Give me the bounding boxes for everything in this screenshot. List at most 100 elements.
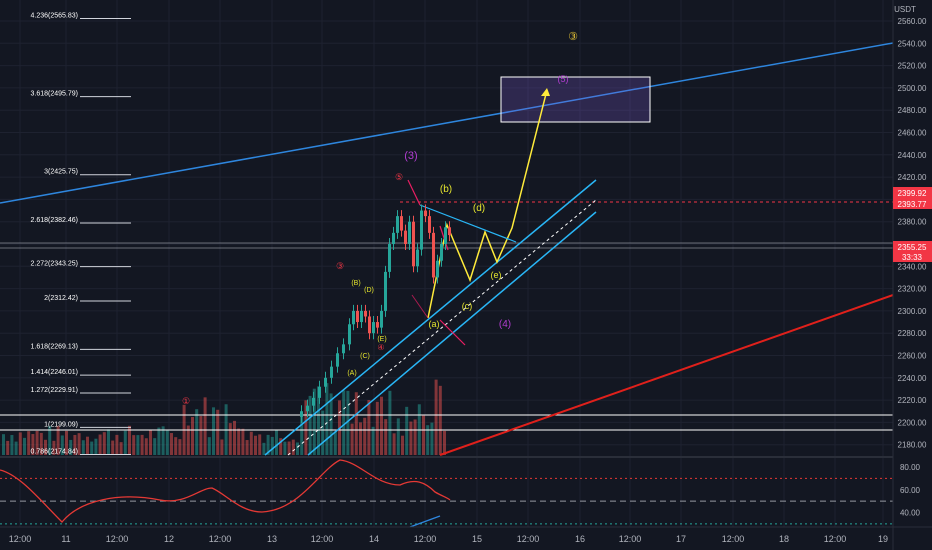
price-badge — [893, 241, 932, 252]
volume-bar — [48, 426, 52, 455]
volume-bar — [199, 416, 203, 455]
wave-label: (4) — [499, 319, 511, 330]
volume-bar — [375, 401, 379, 455]
projection-path — [427, 89, 548, 319]
time-tick-label: 12:00 — [517, 534, 540, 544]
volume-bar — [107, 429, 110, 455]
volume-bar — [174, 437, 178, 455]
price-tick-label: 2340.00 — [898, 262, 927, 271]
volume-bar — [388, 390, 392, 455]
candle-body — [348, 324, 351, 345]
volume-bar — [132, 435, 136, 455]
channel-line — [307, 211, 597, 456]
volume-bar — [165, 429, 169, 455]
volume-bar — [233, 420, 236, 455]
time-tick-label: 12:00 — [722, 534, 745, 544]
time-tick-label: 12:00 — [414, 534, 437, 544]
volume-bar — [207, 437, 211, 455]
candle-body — [416, 249, 419, 267]
time-tick-label: 19 — [878, 534, 888, 544]
wave-label: (C) — [360, 353, 370, 360]
price-tick-label: 2500.00 — [898, 84, 927, 93]
volume-bar — [350, 423, 354, 455]
price-badge-label: 2355.25 — [898, 243, 927, 252]
fib-level-label: 3.618(2495.79) — [31, 91, 78, 98]
pink-marker — [439, 319, 466, 346]
volume-bar — [258, 434, 262, 455]
wave-label: (b) — [440, 184, 452, 195]
candle-body — [432, 232, 435, 278]
time-tick-label: 13 — [267, 534, 277, 544]
currency-label: USDT — [894, 5, 916, 14]
candle-body — [436, 260, 439, 278]
volume-bar — [308, 395, 312, 455]
candle-body — [312, 397, 315, 406]
volume-bar — [237, 428, 241, 455]
volume-bar — [409, 421, 413, 455]
fib-level-label: 2(2312.42) — [44, 295, 78, 302]
time-tick-label: 18 — [779, 534, 789, 544]
indicator-tick-label: 60.00 — [900, 486, 921, 495]
volume-bar — [212, 407, 215, 455]
candle-body — [376, 322, 379, 328]
wave-label: (3) — [404, 150, 417, 162]
indicator-tick-label: 80.00 — [900, 463, 921, 472]
candle-body — [388, 244, 391, 272]
candle-body — [384, 271, 387, 311]
fib-level-label: 0.786(2174.84) — [31, 448, 78, 455]
wave-label: (E) — [377, 336, 386, 343]
volume-bar — [443, 430, 446, 455]
volume-bar — [136, 435, 140, 455]
time-tick-label: 16 — [575, 534, 585, 544]
volume-bar — [77, 433, 81, 455]
volume-bar — [140, 434, 144, 455]
drawings — [0, 42, 894, 456]
price-badge-label: 2393.77 — [898, 200, 927, 209]
volume-bar — [249, 431, 253, 455]
trend-line-red — [439, 294, 894, 456]
price-tick-label: 2420.00 — [898, 173, 927, 182]
candle-body — [356, 310, 359, 323]
time-tick-label: 12:00 — [311, 534, 334, 544]
wave-label: (B) — [351, 280, 360, 287]
pink-marker — [407, 179, 421, 206]
candle-body — [342, 344, 345, 354]
volume-bar — [367, 400, 371, 455]
triangle-line — [419, 204, 517, 243]
candle-body — [404, 230, 407, 244]
volume-bar — [228, 423, 232, 455]
candle-body — [380, 310, 383, 328]
volume-bar — [44, 439, 47, 455]
volume-bar — [10, 435, 14, 455]
volume-bar — [98, 434, 102, 455]
volume-bar — [69, 439, 73, 455]
time-tick-label: 12:00 — [209, 534, 232, 544]
fib-level-label: 4.236(2565.83) — [31, 12, 78, 19]
volume-bar — [371, 426, 375, 455]
volume-bar — [203, 397, 207, 455]
volume-bar — [279, 438, 283, 455]
time-tick-label: 12 — [164, 534, 174, 544]
fib-level-label: 1(2199.09) — [44, 421, 78, 428]
candle-body — [364, 310, 367, 317]
volume-bar — [115, 434, 119, 455]
time-tick-label: 14 — [369, 534, 379, 544]
candle-body — [300, 411, 303, 417]
price-tick-label: 2480.00 — [898, 106, 927, 115]
candle-body — [360, 310, 363, 323]
fib-level-label: 2.618(2382.46) — [31, 217, 78, 224]
price-tick-label: 2260.00 — [898, 352, 927, 361]
price-tick-label: 2300.00 — [898, 307, 927, 316]
wave-label: (5) — [558, 74, 569, 84]
wave-label: ④ — [377, 343, 384, 352]
time-tick-label: 12:00 — [619, 534, 642, 544]
fib-level-label: 2.272(2343.25) — [31, 261, 78, 268]
volume-bar — [401, 435, 404, 455]
volume-bar — [287, 441, 291, 455]
candle-body — [444, 227, 447, 244]
volume-bar — [275, 430, 278, 455]
volume-bar — [426, 425, 430, 455]
volume-bar — [178, 439, 182, 455]
